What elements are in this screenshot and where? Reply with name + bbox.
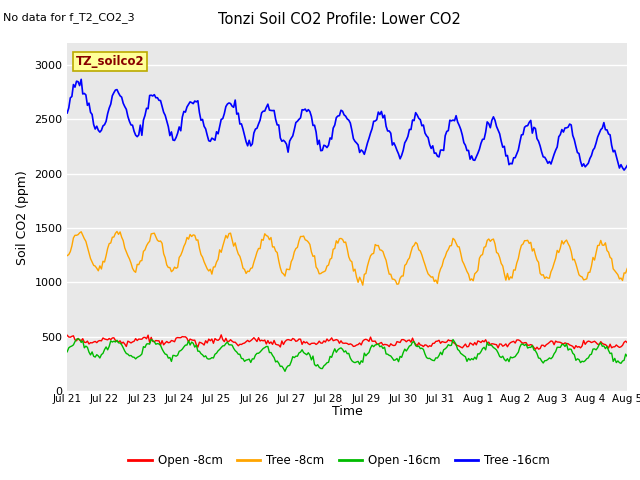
X-axis label: Time: Time <box>332 406 363 419</box>
Text: TZ_soilco2: TZ_soilco2 <box>76 55 144 68</box>
Text: Tonzi Soil CO2 Profile: Lower CO2: Tonzi Soil CO2 Profile: Lower CO2 <box>218 12 461 27</box>
Y-axis label: Soil CO2 (ppm): Soil CO2 (ppm) <box>15 170 29 264</box>
Legend: Open -8cm, Tree -8cm, Open -16cm, Tree -16cm: Open -8cm, Tree -8cm, Open -16cm, Tree -… <box>124 449 555 472</box>
Text: No data for f_T2_CO2_3: No data for f_T2_CO2_3 <box>3 12 135 23</box>
